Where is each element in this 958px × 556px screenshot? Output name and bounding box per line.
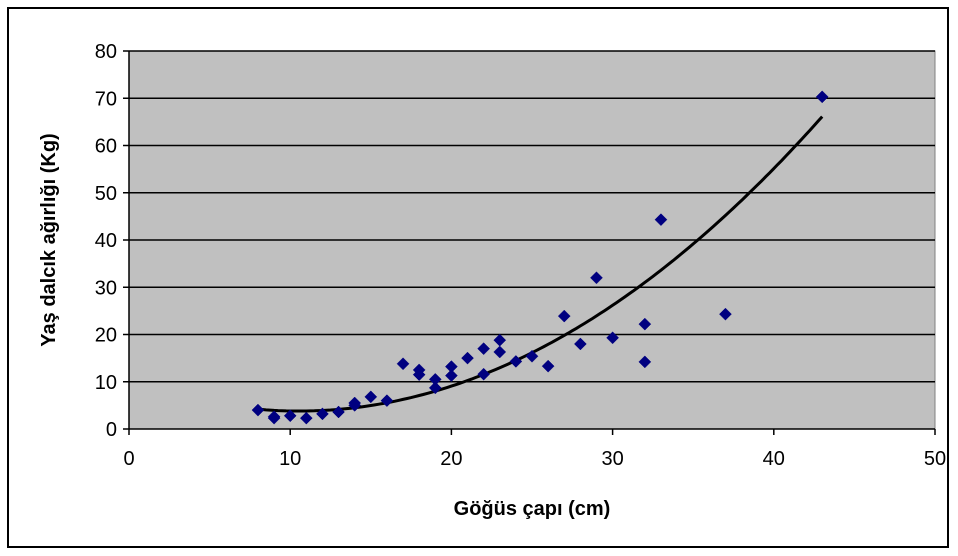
data-point bbox=[493, 345, 507, 359]
data-point bbox=[316, 407, 329, 421]
y-tick-label: 10 bbox=[95, 372, 117, 394]
data-point bbox=[815, 90, 829, 104]
x-tick-label: 40 bbox=[763, 448, 785, 470]
scatter-chart: 0 10 20 30 40 50 60 70 80 0 10 20 30 40 50 Göğüs çapı… bbox=[38, 41, 946, 520]
y-tick-label: 80 bbox=[95, 41, 117, 63]
y-tick-label: 0 bbox=[106, 419, 117, 441]
x-tick-label: 50 bbox=[924, 448, 946, 470]
data-point bbox=[654, 213, 668, 227]
x-axis-ticks: 0 10 20 30 40 50 bbox=[123, 429, 946, 470]
x-tick-label: 10 bbox=[279, 448, 301, 470]
data-point bbox=[638, 317, 652, 331]
x-tick-label: 20 bbox=[440, 448, 462, 470]
y-axis-ticks: 0 10 20 30 40 50 60 70 80 bbox=[95, 41, 129, 441]
data-point bbox=[477, 342, 490, 356]
data-point bbox=[557, 309, 571, 323]
data-point bbox=[590, 271, 603, 285]
y-tick-label: 20 bbox=[95, 325, 117, 347]
data-point bbox=[412, 368, 426, 382]
data-point bbox=[267, 410, 281, 424]
data-point bbox=[477, 367, 490, 381]
y-tick-label: 40 bbox=[95, 230, 117, 252]
data-point bbox=[251, 403, 265, 417]
x-tick-label: 0 bbox=[123, 448, 134, 470]
data-point bbox=[445, 369, 458, 382]
y-axis-title: Yaş dalcık ağırlığı (Kg) bbox=[38, 133, 60, 346]
data-point bbox=[348, 399, 362, 412]
x-tick-label: 30 bbox=[601, 448, 623, 470]
gridlines bbox=[129, 50, 935, 383]
data-point bbox=[283, 409, 297, 423]
data-point bbox=[719, 307, 732, 321]
data-point bbox=[396, 357, 410, 371]
data-point bbox=[509, 355, 523, 368]
y-tick-label: 60 bbox=[95, 136, 117, 158]
data-point bbox=[574, 337, 587, 351]
data-point bbox=[364, 390, 378, 404]
data-point bbox=[299, 411, 313, 425]
data-point bbox=[428, 381, 442, 395]
data-point bbox=[380, 394, 394, 408]
data-point bbox=[525, 349, 539, 363]
y-tick-label: 50 bbox=[95, 183, 117, 205]
data-point bbox=[606, 331, 619, 345]
data-point bbox=[332, 405, 345, 419]
y-tick-label: 70 bbox=[95, 88, 117, 110]
data-point bbox=[541, 359, 555, 373]
x-axis-title: Göğüs çapı (cm) bbox=[454, 498, 611, 520]
data-point bbox=[461, 351, 474, 365]
y-tick-label: 30 bbox=[95, 277, 117, 299]
chart-area: 0 10 20 30 40 50 60 70 80 0 10 20 30 40 50 Göğüs çapı… bbox=[7, 7, 949, 548]
data-point bbox=[638, 355, 652, 369]
data-points bbox=[251, 90, 829, 425]
